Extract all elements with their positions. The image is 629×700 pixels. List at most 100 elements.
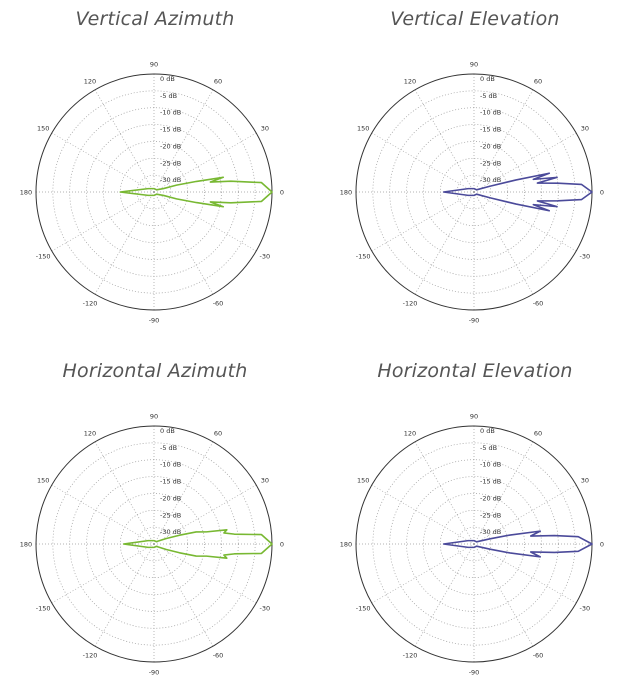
chart-title: Horizontal Azimuth	[62, 360, 248, 382]
angle-tick-label: -30	[580, 253, 591, 261]
angle-tick-label: 180	[20, 189, 32, 197]
radiation-pattern-line	[442, 530, 593, 558]
chart-title: Vertical Azimuth	[75, 8, 235, 30]
angle-tick-label: -90	[149, 669, 160, 677]
angle-tick-label: 120	[84, 78, 96, 86]
grid-ring	[372, 90, 576, 294]
radiation-pattern-line	[122, 529, 273, 559]
radial-tick-label: -25 dB	[160, 159, 181, 167]
radial-tick-label: -10 dB	[160, 461, 181, 469]
radial-tick-label: -5 dB	[480, 92, 497, 100]
angle-tick-label: 150	[357, 477, 369, 485]
grid-ring	[406, 476, 542, 612]
grid-spoke	[371, 191, 475, 252]
radial-tick-label: -30 dB	[480, 528, 501, 536]
grid-ring	[423, 141, 525, 243]
radial-tick-label: -15 dB	[480, 126, 501, 134]
grid-ring	[406, 124, 542, 260]
angle-tick-label: 180	[340, 189, 352, 197]
angle-tick-label: 90	[470, 61, 478, 69]
grid-spoke	[94, 89, 155, 193]
grid-ring	[136, 526, 172, 562]
angle-tick-label: 30	[261, 477, 269, 485]
angle-tick-label: -60	[213, 299, 224, 307]
radial-tick-label: 0 dB	[160, 427, 175, 435]
grid-ring	[52, 90, 256, 294]
grid-spoke	[414, 543, 475, 647]
angle-tick-label: 180	[340, 541, 352, 549]
grid-ring	[103, 141, 205, 243]
grid-spoke	[51, 191, 155, 252]
radial-tick-label: -20 dB	[160, 142, 181, 150]
angle-tick-label: -30	[260, 253, 271, 261]
radial-tick-label: -10 dB	[160, 109, 181, 117]
angle-tick-label: -30	[580, 605, 591, 613]
radial-tick-label: -10 dB	[480, 109, 501, 117]
radial-tick-label: -20 dB	[480, 142, 501, 150]
radial-tick-label: -15 dB	[160, 478, 181, 486]
grid-ring	[372, 442, 576, 646]
radial-tick-label: -15 dB	[160, 126, 181, 134]
grid-ring	[456, 526, 492, 562]
angle-tick-label: -90	[469, 669, 480, 677]
angle-tick-label: 30	[261, 125, 269, 133]
angle-tick-label: -120	[83, 299, 98, 307]
grid-spoke	[414, 441, 475, 545]
grid-ring	[423, 493, 525, 595]
angle-tick-label: -120	[83, 651, 98, 659]
vertical-azimuth-chart: Vertical Azimuth 0 30 60 90 120 150 180 -150 -12…	[5, 8, 305, 348]
grid-spoke	[414, 191, 475, 295]
angle-tick-label: 90	[150, 61, 158, 69]
horizontal-azimuth-chart: Horizontal Azimuth 0 30 60 90 120 150 180 -150 -…	[5, 360, 305, 700]
radial-tick-label: 0 dB	[480, 427, 495, 435]
grid-spoke	[153, 191, 257, 252]
horizontal-elevation-chart: Horizontal Elevation 0 30 60 90 120 150 180 -15…	[325, 360, 625, 700]
radial-tick-label: -30 dB	[160, 176, 181, 184]
grid-spoke	[51, 132, 155, 193]
angle-tick-label: 0	[600, 541, 604, 549]
grid-spoke	[94, 441, 155, 545]
radial-tick-label: -25 dB	[480, 511, 501, 519]
angle-tick-label: 90	[470, 413, 478, 421]
angle-tick-label: -150	[356, 605, 371, 613]
grid-ring	[52, 442, 256, 646]
radial-tick-label: -5 dB	[480, 444, 497, 452]
grid-ring	[136, 174, 172, 210]
radiation-pattern-line	[119, 176, 273, 208]
polar-plot: 0 30 60 90 120 150 180 -150 -120 -90 -60 -30 0 dB -5 …	[340, 413, 604, 677]
grid-spoke	[51, 484, 155, 545]
angle-tick-label: -90	[149, 317, 160, 325]
grid-spoke	[153, 543, 214, 647]
grid-spoke	[473, 191, 534, 295]
angle-tick-label: -60	[533, 299, 544, 307]
radial-tick-label: -20 dB	[160, 494, 181, 502]
angle-tick-label: 60	[214, 430, 222, 438]
grid-spoke	[153, 543, 257, 604]
angle-tick-label: -120	[403, 299, 418, 307]
angle-tick-label: -120	[403, 651, 418, 659]
radial-tick-label: 0 dB	[160, 75, 175, 83]
angle-tick-label: 180	[20, 541, 32, 549]
angle-tick-label: 60	[214, 78, 222, 86]
grid-spoke	[51, 543, 155, 604]
angle-tick-label: 150	[357, 125, 369, 133]
radial-tick-label: -5 dB	[160, 444, 177, 452]
radial-tick-label: -20 dB	[480, 494, 501, 502]
radial-tick-label: -15 dB	[480, 478, 501, 486]
angle-tick-label: 120	[404, 78, 416, 86]
grid-spoke	[371, 543, 475, 604]
angle-tick-label: 90	[150, 413, 158, 421]
angle-tick-label: -60	[533, 651, 544, 659]
radial-tick-label: -30 dB	[160, 528, 181, 536]
polar-plot: 0 30 60 90 120 150 180 -150 -120 -90 -60 -30 0 dB -5 …	[20, 413, 284, 677]
angle-tick-label: 0	[280, 189, 284, 197]
radial-tick-label: -25 dB	[160, 511, 181, 519]
grid-ring	[103, 493, 205, 595]
chart-title: Horizontal Elevation	[377, 360, 573, 382]
vertical-elevation-chart: Vertical Elevation 0 30 60 90 120 150 180 -150 -…	[325, 8, 625, 348]
grid-spoke	[94, 191, 155, 295]
radial-tick-label: -25 dB	[480, 159, 501, 167]
grid-spoke	[371, 484, 475, 545]
angle-tick-label: 0	[280, 541, 284, 549]
angle-tick-label: 60	[534, 430, 542, 438]
